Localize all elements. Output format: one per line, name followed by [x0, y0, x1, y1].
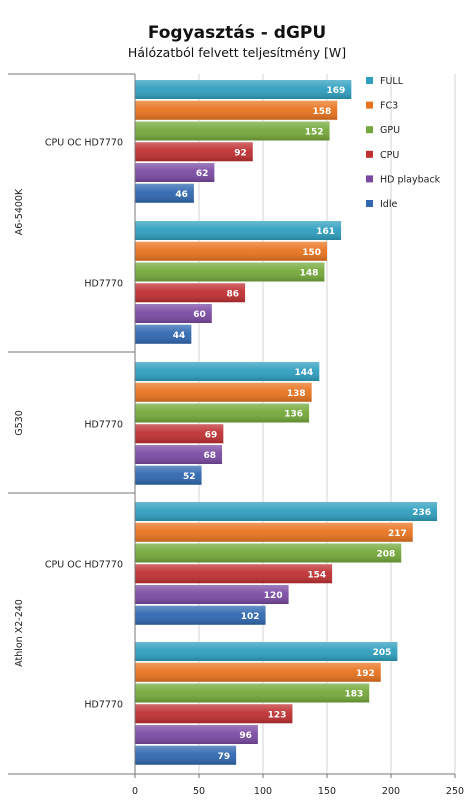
legend-swatch-2: [366, 126, 373, 134]
category-label-2-1: HD7770: [84, 699, 123, 710]
x-tick-label-4: 200: [382, 786, 400, 797]
bar-sheen-0-1-4: [135, 304, 212, 323]
data-label-1-0-2: 136: [284, 410, 303, 420]
group-label-1: G530: [14, 410, 25, 436]
bar-sheen-0-0-2: [135, 121, 330, 141]
bar-sheen-2-1-4: [135, 725, 258, 744]
data-label-0-1-4: 60: [193, 310, 206, 320]
bar-sheen-0-0-0: [135, 80, 352, 99]
data-label-1-0-1: 138: [287, 389, 306, 399]
bar-sheen-2-1-1: [135, 662, 381, 682]
bar-sheen-1-0-4: [135, 445, 223, 464]
bar-sheen-0-0-4: [135, 163, 215, 182]
bar-sheen-2-0-3: [135, 564, 333, 584]
x-tick-label-2: 100: [254, 786, 272, 797]
bar-sheen-0-0-3: [135, 142, 253, 162]
bar-sheen-1-0-0: [135, 362, 320, 381]
x-tick-label-5: 250: [446, 786, 464, 797]
legend-swatch-3: [366, 150, 373, 158]
legend-label-5: Idle: [380, 199, 397, 210]
bar-sheen-1-0-1: [135, 382, 312, 402]
legend-label-1: FC3: [380, 101, 398, 112]
bar-sheen-0-1-3: [135, 283, 246, 303]
data-label-2-1-2: 183: [344, 690, 363, 700]
bar-sheen-2-1-2: [135, 683, 370, 703]
category-labels: CPU OC HD7770 HD7770 A6-5400K HD7770 G530 CPU…: [14, 137, 123, 710]
data-label-2-1-5: 79: [218, 752, 231, 762]
bar-sheen-0-1-0: [135, 221, 342, 240]
bar-sheen-2-1-5: [135, 745, 237, 765]
legend-label-4: HD playback: [380, 174, 441, 185]
category-label-0-1: HD7770: [84, 278, 123, 289]
legend-label-0: FULL: [380, 76, 404, 87]
chart-title: Fogyasztás - dGPU: [148, 23, 326, 43]
bar-sheen-0-1-5: [135, 324, 192, 344]
legend-swatch-0: [366, 77, 373, 84]
data-label-1-0-3: 69: [205, 430, 218, 440]
data-label-2-0-4: 120: [264, 591, 283, 601]
bar-sheen-2-0-2: [135, 543, 402, 563]
data-label-2-1-1: 192: [356, 669, 375, 679]
data-label-2-0-2: 208: [376, 550, 395, 560]
legend-swatch-4: [366, 175, 373, 183]
data-label-2-0-1: 217: [388, 529, 407, 539]
axes: 0 50 100 150 200 250: [8, 73, 464, 797]
data-label-0-0-2: 152: [305, 128, 324, 138]
bar-sheen-2-0-5: [135, 605, 266, 625]
bar-sheen-0-1-2: [135, 262, 325, 282]
bar-sheen-2-0-1: [135, 522, 413, 542]
category-label-2-0: CPU OC HD7770: [45, 559, 123, 570]
data-label-2-0-0: 236: [412, 508, 431, 518]
legend: FULL FC3 GPU CPU HD playback Idle: [366, 76, 441, 210]
data-label-2-1-0: 205: [373, 648, 392, 658]
legend-label-3: CPU: [380, 150, 399, 161]
legend-label-2: GPU: [380, 125, 400, 136]
data-label-0-0-0: 169: [327, 86, 346, 96]
legend-swatch-1: [366, 101, 373, 109]
x-tick-label-0: 0: [132, 786, 138, 797]
category-label-0-0: CPU OC HD7770: [45, 137, 123, 148]
data-label-0-0-4: 62: [196, 169, 209, 179]
bar-sheen-1-0-2: [135, 403, 310, 423]
data-label-0-0-1: 158: [312, 107, 331, 117]
data-label-0-1-5: 44: [173, 331, 186, 341]
data-label-1-0-5: 52: [183, 472, 196, 482]
group-label-0: A6-5400K: [14, 188, 25, 235]
x-tick-label-1: 50: [193, 786, 205, 797]
bar-sheen-2-0-4: [135, 585, 289, 604]
data-label-0-1-2: 148: [300, 269, 319, 279]
data-label-1-0-0: 144: [295, 368, 314, 378]
data-label-2-0-5: 102: [241, 612, 260, 622]
bar-sheen-2-1-3: [135, 704, 293, 724]
data-label-0-0-5: 46: [175, 190, 188, 200]
bar-sheen-2-0-0: [135, 502, 438, 521]
data-label-2-0-3: 154: [307, 570, 326, 580]
data-label-0-1-1: 150: [302, 248, 321, 258]
chart-subtitle: Hálózatból felvett teljesítmény [W]: [128, 45, 346, 60]
group-label-2: Athlon X2-240: [14, 599, 25, 667]
legend-swatch-5: [366, 200, 373, 207]
data-label-2-1-3: 123: [268, 710, 287, 720]
bar-sheen-2-1-0: [135, 642, 398, 661]
x-tick-label-3: 150: [318, 786, 336, 797]
bar-sheen-1-0-5: [135, 465, 202, 485]
bars: 169 158 152 92 62 46 161 150 148 86 60 44 144 138 136 6…: [135, 80, 438, 765]
data-label-0-1-3: 86: [227, 289, 240, 299]
bar-sheen-0-1-1: [135, 241, 327, 261]
data-label-0-1-0: 161: [316, 227, 335, 237]
data-label-0-0-3: 92: [234, 148, 247, 158]
category-label-1-0: HD7770: [84, 419, 123, 430]
bar-sheen-0-0-1: [135, 100, 338, 120]
bar-sheen-0-0-5: [135, 183, 194, 203]
bar-sheen-1-0-3: [135, 424, 224, 444]
data-label-2-1-4: 96: [239, 731, 252, 741]
data-label-1-0-4: 68: [204, 451, 217, 461]
